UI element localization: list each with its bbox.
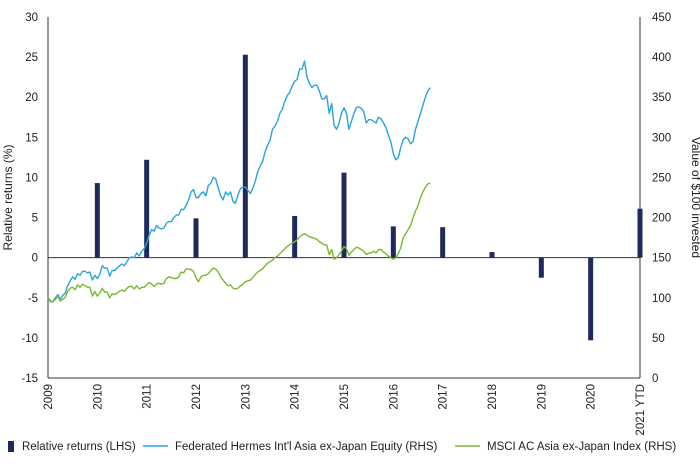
right-tick-label: 200 (652, 213, 671, 225)
msci-line (47, 182, 431, 303)
bar (193, 218, 199, 258)
x-tick-label: 2009 (43, 384, 55, 410)
left-tick-label: 15 (25, 132, 38, 144)
value-lines (47, 60, 431, 303)
x-axis-ticks: 2009 2010 2011 2012 2013 2014 2015 2016 2017 2018… (43, 383, 647, 435)
legend: Relative returns (LHS) Federated Hermes … (8, 441, 676, 453)
x-tick-label: 2016 (388, 384, 400, 410)
bar (292, 215, 298, 258)
bar (588, 257, 594, 341)
bar (440, 227, 446, 258)
right-tick-label: 450 (652, 12, 671, 24)
x-tick-label: 2012 (191, 384, 203, 410)
legend-swatch-relative-returns (8, 441, 14, 452)
x-tick-label: 2021 YTD (635, 384, 647, 436)
x-tick-label: 2013 (240, 384, 252, 410)
x-tick-label: 2020 (586, 384, 598, 410)
right-tick-label: 50 (652, 333, 665, 345)
left-tick-label: 20 (25, 92, 38, 104)
bar (94, 183, 100, 258)
right-tick-label: 150 (652, 253, 671, 265)
left-axis-ticks: 30 25 20 15 10 5 0 -5 -10 -15 (21, 12, 38, 385)
x-tick-label: 2018 (487, 384, 499, 410)
bar (242, 54, 248, 258)
right-tick-label: 400 (652, 52, 671, 64)
bar (341, 172, 347, 258)
right-tick-label: 250 (652, 172, 671, 184)
right-axis-ticks: 450 400 350 300 250 200 150 100 50 0 (652, 12, 671, 385)
left-tick-label: 10 (25, 172, 38, 184)
left-tick-label: 25 (25, 52, 38, 64)
relative-returns-bars (94, 54, 643, 341)
left-tick-label: -5 (28, 293, 38, 305)
bar (538, 257, 544, 278)
right-tick-label: 300 (652, 132, 671, 144)
right-axis-title: Value of $100 invested (689, 137, 700, 258)
federated-hermes-line (47, 60, 431, 303)
left-tick-label: -15 (21, 373, 38, 385)
bar (637, 208, 643, 258)
left-tick-label: 0 (32, 253, 38, 265)
left-tick-label: 30 (25, 12, 38, 24)
x-tick-label: 2014 (290, 383, 302, 409)
left-tick-label: 5 (32, 213, 38, 225)
x-tick-label: 2017 (438, 384, 450, 410)
x-tick-label: 2019 (536, 384, 548, 410)
legend-label-federated-hermes: Federated Hermes Int'l Asia ex-Japan Equ… (175, 441, 438, 453)
right-tick-label: 0 (652, 373, 658, 385)
bar (489, 252, 495, 258)
bar (390, 226, 396, 258)
right-tick-label: 350 (652, 92, 671, 104)
legend-label-relative-returns: Relative returns (LHS) (22, 441, 136, 453)
legend-label-msci: MSCI AC Asia ex-Japan Index (RHS) (487, 441, 676, 453)
left-tick-label: -10 (21, 333, 38, 345)
bar (144, 159, 150, 258)
right-tick-label: 100 (652, 293, 671, 305)
x-tick-label: 2011 (142, 384, 154, 409)
x-tick-label: 2010 (92, 384, 104, 410)
x-tick-label: 2015 (339, 384, 351, 410)
left-axis-title: Relative returns (%) (1, 144, 15, 250)
